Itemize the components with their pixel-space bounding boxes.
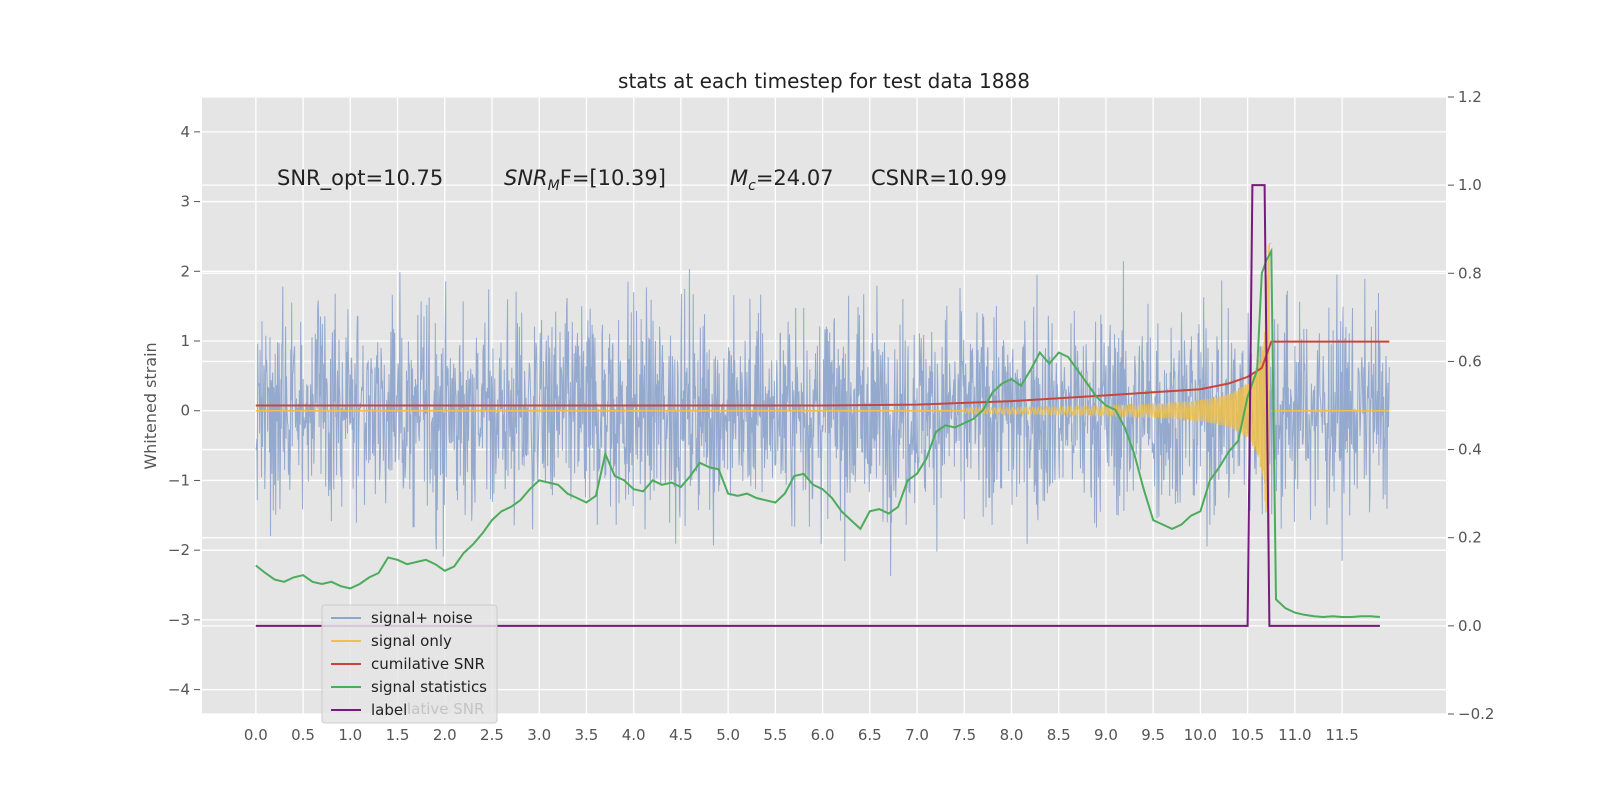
cumilative-snr-line xyxy=(255,340,1390,407)
annotation-mc: Mc=24.07 xyxy=(730,166,834,194)
annotation-snr-mf: SNRMF=[10.39] xyxy=(504,166,666,194)
legend-overlap-text: lative SNR xyxy=(407,700,484,718)
x-tick-label: 11.5 xyxy=(1325,726,1358,744)
axes: 0.0 0.5 1.0 1.5 2.0 2.5 3.0 3.5 4.0 4.5 5.0 5.5 6.0 6… xyxy=(168,88,1495,744)
y2-tick-label: 0.8 xyxy=(1458,264,1482,282)
signal-statistics-line xyxy=(255,247,1380,619)
x-tick-label: 9.0 xyxy=(1094,726,1118,744)
legend-label: signal only xyxy=(371,632,452,650)
y2-tick-label: 0.4 xyxy=(1458,441,1482,459)
x-tick-label: 1.5 xyxy=(386,726,410,744)
line-series xyxy=(255,184,1390,627)
signal-noise-series xyxy=(255,261,1390,577)
x-tick-label: 5.0 xyxy=(716,726,740,744)
x-tick-label: 9.5 xyxy=(1141,726,1165,744)
y-tick-label: 1 xyxy=(180,332,190,350)
x-tick-label: 11.0 xyxy=(1278,726,1311,744)
annotation-csnr: CSNR=10.99 xyxy=(871,166,1007,190)
legend-box xyxy=(321,604,498,724)
x-tick-label: 2.0 xyxy=(433,726,457,744)
y2-tick-label: 0.0 xyxy=(1458,617,1482,635)
y-tick-label: 3 xyxy=(180,193,190,211)
x-tick-label: 5.5 xyxy=(763,726,787,744)
x-tick-label: 6.0 xyxy=(811,726,835,744)
x-tick-label: 0.5 xyxy=(291,726,315,744)
y-tick-label: −2 xyxy=(168,541,190,559)
legend-label: cumilative SNR xyxy=(371,655,485,673)
y-tick-label: −4 xyxy=(168,681,190,699)
legend-label: label xyxy=(371,701,407,719)
y-tick-label: 0 xyxy=(180,402,190,420)
x-tick-label: 7.5 xyxy=(952,726,976,744)
y-tick-label: −1 xyxy=(168,471,190,489)
x-tick-label: 7.0 xyxy=(905,726,929,744)
y2-tick-label: −0.2 xyxy=(1458,705,1494,723)
x-tick-label: 8.5 xyxy=(1047,726,1071,744)
annotation-snr-opt: SNR_opt=10.75 xyxy=(277,166,443,191)
x-tick-label: 10.0 xyxy=(1184,726,1217,744)
x-tick-label: 2.5 xyxy=(480,726,504,744)
label-line xyxy=(255,184,1380,627)
y2-tick-label: 0.2 xyxy=(1458,529,1482,547)
y-axis-label: Whitened strain xyxy=(141,342,160,469)
x-tick-label: 4.0 xyxy=(622,726,646,744)
legend-label: signal+ noise xyxy=(371,609,473,627)
y-tick-label: −3 xyxy=(168,611,190,629)
x-tick-label: 4.5 xyxy=(669,726,693,744)
legend-label: signal statistics xyxy=(371,678,487,696)
x-tick-label: 3.5 xyxy=(575,726,599,744)
chart-title: stats at each timestep for test data 188… xyxy=(618,69,1030,93)
x-tick-label: 10.5 xyxy=(1231,726,1264,744)
x-tick-label: 0.0 xyxy=(244,726,268,744)
y-tick-label: 2 xyxy=(180,262,190,280)
y-tick-label: 4 xyxy=(180,123,190,141)
signal-noise-line xyxy=(255,261,1390,577)
y2-tick-label: 0.6 xyxy=(1458,352,1482,370)
x-tick-label: 6.5 xyxy=(858,726,882,744)
legend: lative SNR signal+ noise signal only cumil… xyxy=(321,604,498,724)
x-tick-label: 1.0 xyxy=(338,726,362,744)
y2-tick-label: 1.2 xyxy=(1458,88,1482,106)
x-tick-label: 8.0 xyxy=(1000,726,1024,744)
x-tick-label: 3.0 xyxy=(527,726,551,744)
y2-tick-label: 1.0 xyxy=(1458,176,1482,194)
